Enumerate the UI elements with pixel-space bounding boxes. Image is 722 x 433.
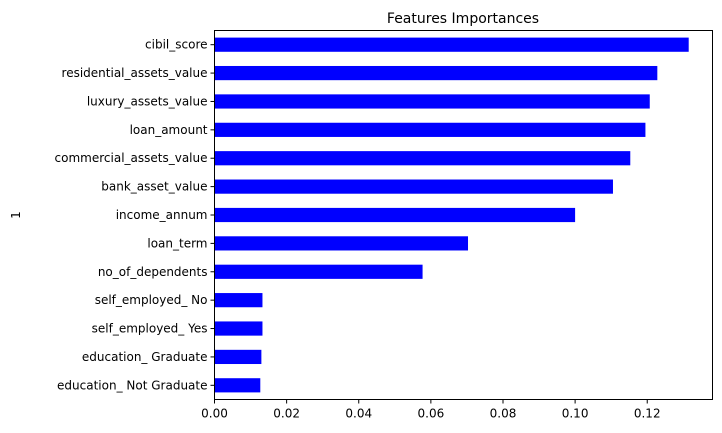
bar-3 xyxy=(214,122,646,137)
y-tick-label: no_of_dependents xyxy=(98,265,208,279)
bar-12 xyxy=(214,378,261,393)
bar-5 xyxy=(214,179,613,194)
bar-0 xyxy=(214,37,689,52)
y-axis-label: 1 xyxy=(9,211,23,219)
y-tick-label: commercial_assets_value xyxy=(55,151,208,165)
y-tick-label: self_employed_ No xyxy=(95,293,208,307)
y-tick-label: luxury_assets_value xyxy=(87,94,208,108)
x-tick-label: 0.02 xyxy=(273,407,300,421)
bar-1 xyxy=(214,65,658,81)
y-tick-label: residential_assets_value xyxy=(62,66,208,80)
x-tick-label: 0.12 xyxy=(634,407,661,421)
x-tick-group: 0.00 0.02 0.04 0.06 0.08 0.10 0.12 xyxy=(201,399,661,421)
chart-title: Features Importances xyxy=(387,11,539,27)
bar-6 xyxy=(214,207,576,223)
bar-9 xyxy=(214,293,263,308)
y-tick-label: loan_amount xyxy=(130,123,208,137)
y-tick-group: cibil_score residential_assets_valueluxur… xyxy=(55,38,215,392)
y-tick-label: education_ Graduate xyxy=(82,350,208,364)
x-tick-label: 0.00 xyxy=(201,407,228,421)
bar-2 xyxy=(214,94,650,109)
bar-11 xyxy=(214,349,262,365)
x-tick-label: 0.08 xyxy=(490,407,517,421)
y-tick-label: self_employed_ Yes xyxy=(92,322,208,336)
bar-7 xyxy=(214,236,469,251)
y-tick-label: bank_asset_value xyxy=(101,180,207,194)
y-tick-label: loan_term xyxy=(147,236,207,250)
x-tick-label: 0.04 xyxy=(345,407,372,421)
bar-4 xyxy=(214,151,631,166)
bar-10 xyxy=(214,321,263,336)
bar-group xyxy=(214,37,689,393)
y-tick-label: income_annum xyxy=(116,208,208,222)
y-tick-label: cibil_score xyxy=(145,38,207,52)
y-tick-label: education_ Not Graduate xyxy=(57,378,207,392)
x-tick-label: 0.06 xyxy=(418,407,445,421)
bar-8 xyxy=(214,264,423,279)
x-tick-label: 0.10 xyxy=(562,407,589,421)
plot-frame xyxy=(214,30,713,400)
